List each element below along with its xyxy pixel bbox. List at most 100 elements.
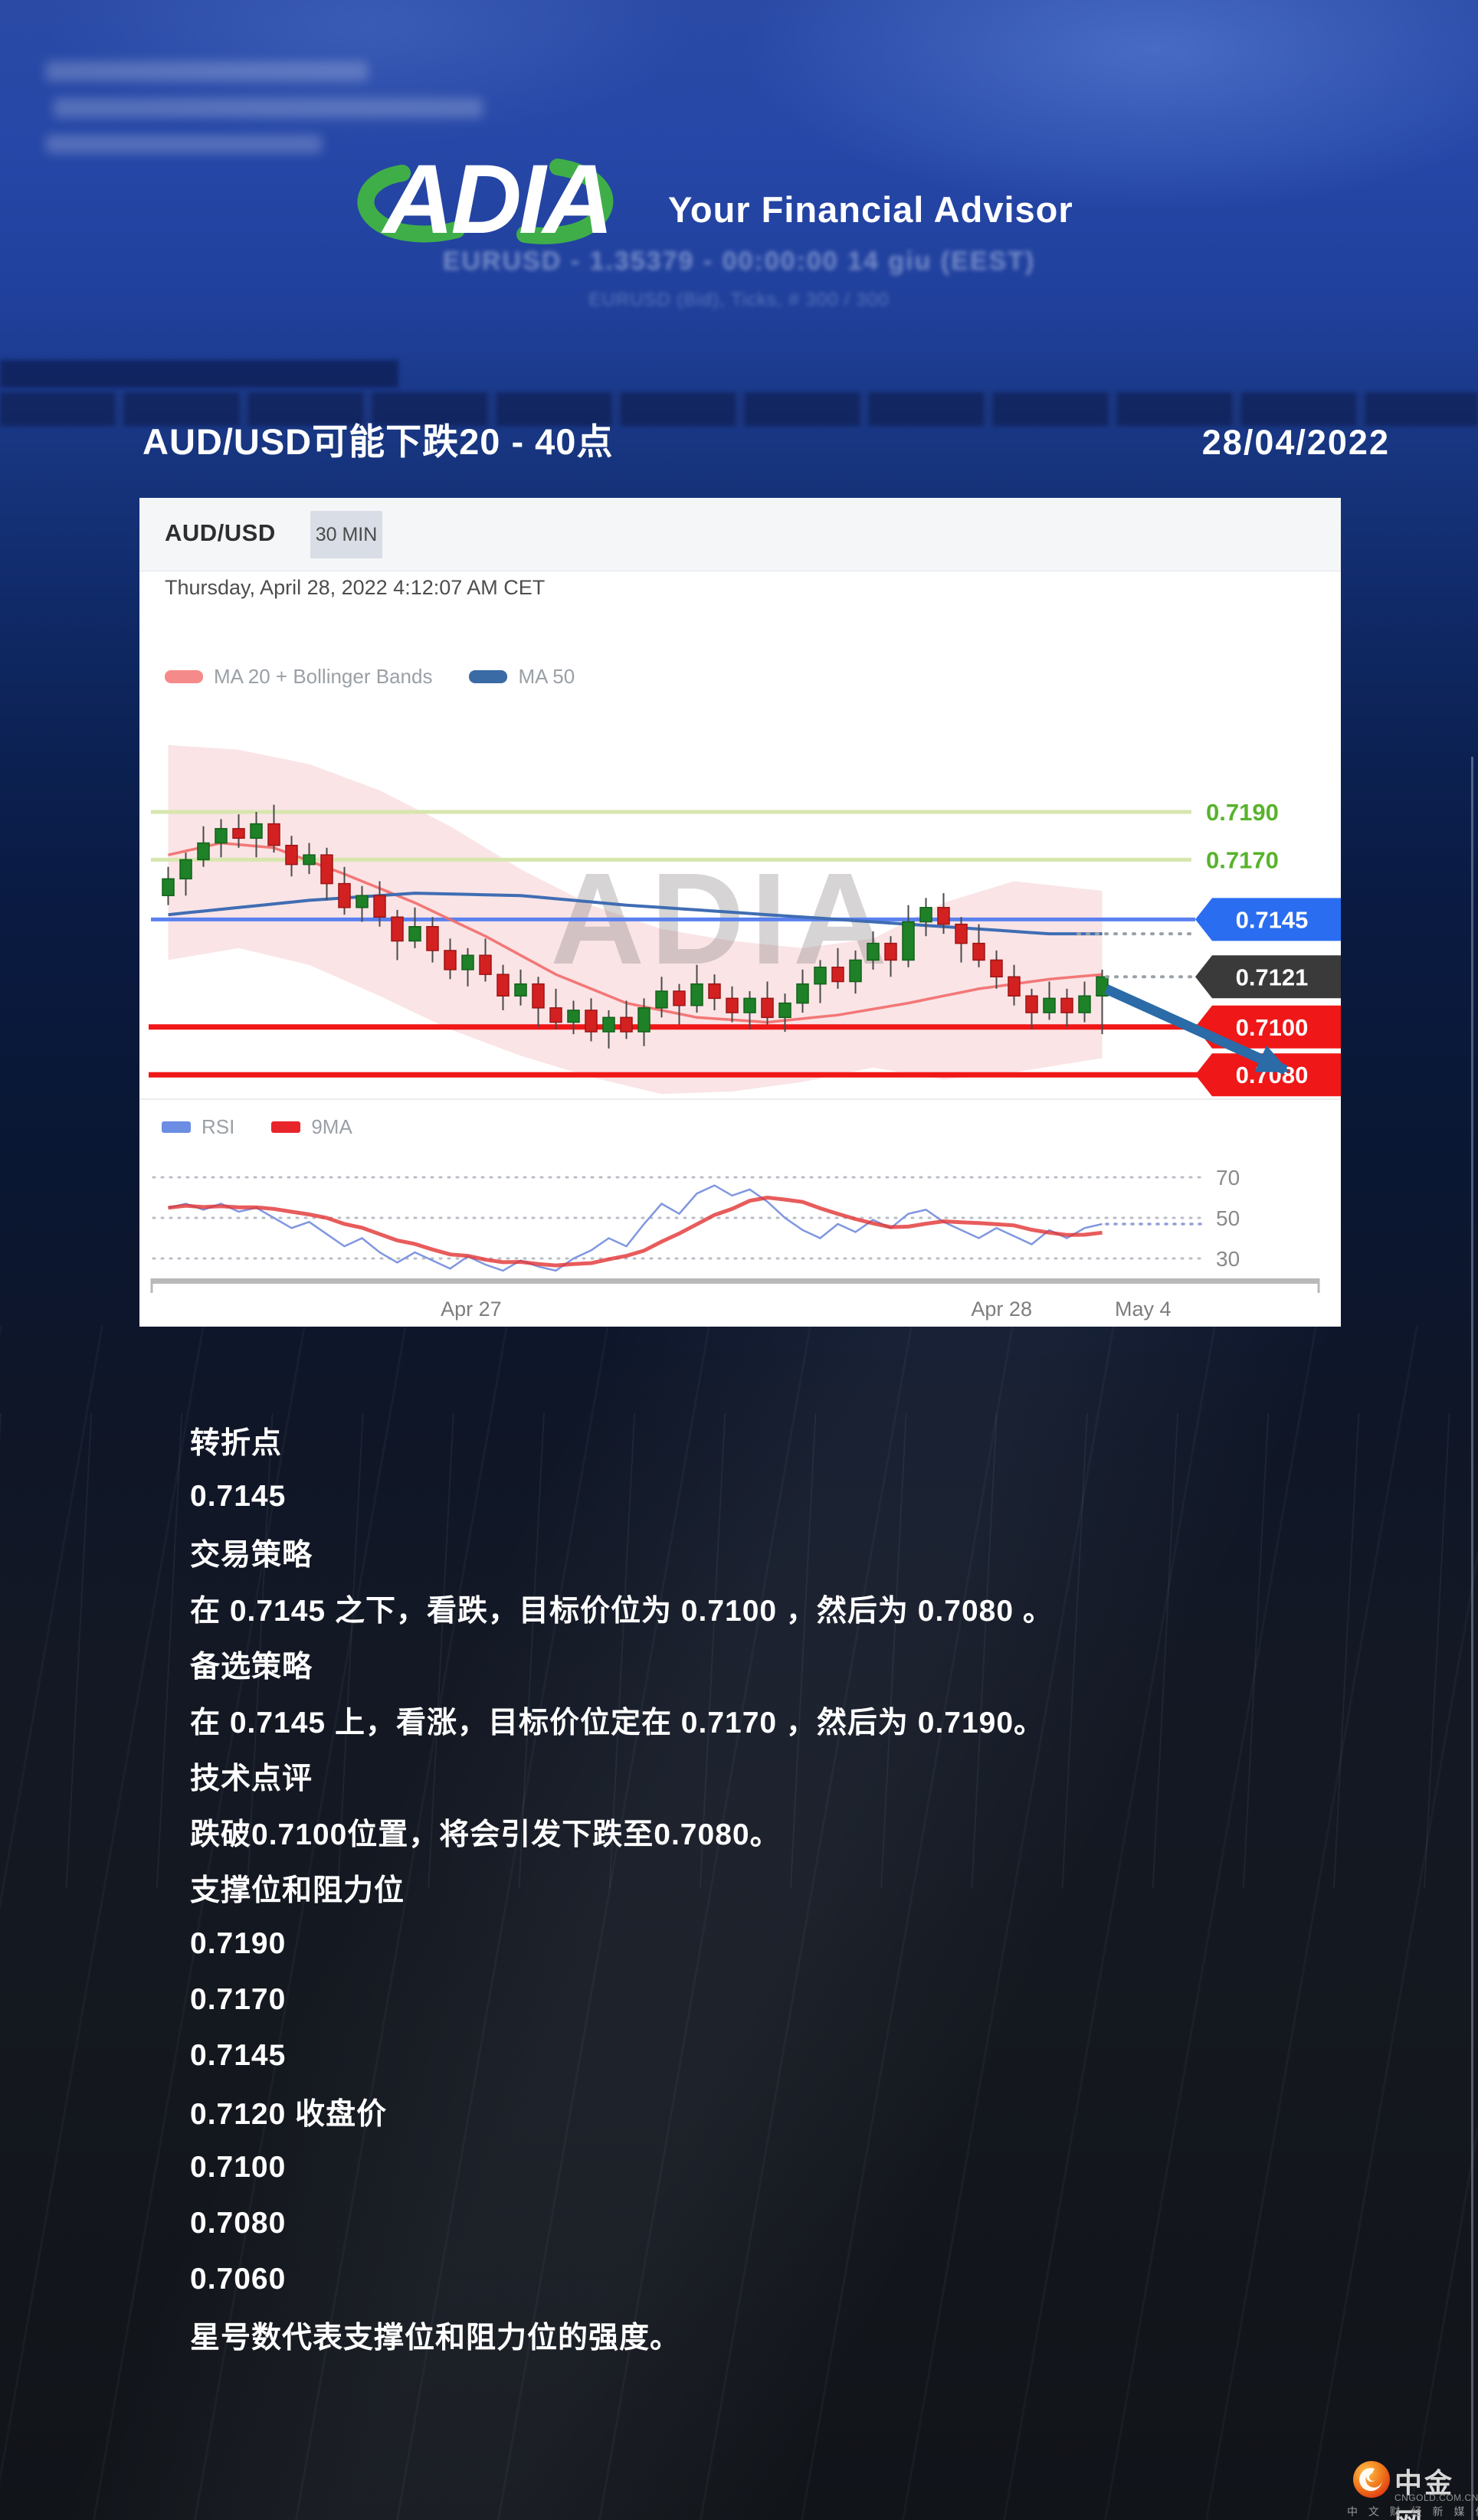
candle-body [1043, 997, 1056, 1013]
candle-body [637, 1007, 651, 1033]
candle-body [250, 823, 263, 839]
logo-swoosh-left [357, 165, 465, 243]
candle-body [867, 942, 880, 961]
legend-swatch [271, 1121, 301, 1133]
candle-body [567, 1010, 580, 1023]
candle-body [673, 990, 686, 1006]
pivot-price-tag-label: 0.7145 [1236, 906, 1309, 933]
adia-logo-icon: ADIA Your Financial Advisor [357, 145, 1073, 254]
last-price-tag [1195, 955, 1341, 999]
timeframe-badge[interactable]: 30 MIN [310, 511, 382, 558]
background-dark-strip [0, 392, 1478, 426]
candle-body [444, 950, 457, 970]
candle-body [549, 1007, 562, 1023]
candle-body [303, 854, 316, 866]
background-blur-row [54, 98, 483, 118]
page-title: AUD/USD可能下跌20 - 40点 [143, 421, 614, 462]
background-blur-row [46, 61, 368, 81]
candle-body [761, 997, 774, 1019]
legend-label: RSI [202, 1115, 235, 1138]
candle-body [461, 954, 474, 970]
analysis-line: 支撑位和阻力位 [190, 1874, 405, 1907]
candle-body [162, 878, 175, 896]
candle-body [356, 895, 369, 908]
analysis-line: 技术点评 [190, 1762, 313, 1795]
site-url: CNGOLD.COM.CN [1394, 2492, 1478, 2503]
main-chart-legend: MA 20 + Bollinger Bands MA 50 [165, 665, 601, 689]
price-chart: ADIA0.71900.71700.71450.71210.71000.7080… [139, 745, 1341, 1321]
candle-body [532, 983, 545, 1009]
background-dark-bar [0, 360, 398, 388]
chart-symbol: AUD/USD [165, 519, 276, 546]
analysis-line: 交易策略 [190, 1538, 313, 1572]
resistance-label: 0.7190 [1206, 799, 1279, 826]
rsi-tick-label: 50 [1216, 1206, 1240, 1230]
candle-body [267, 823, 280, 846]
candle-body [814, 967, 827, 985]
legend-label: 9MA [311, 1115, 352, 1138]
candle-body [902, 921, 915, 961]
background-blur-row [46, 135, 322, 153]
candle-body [197, 842, 210, 861]
candle-body [285, 844, 298, 866]
background-grid [0, 1413, 1478, 1888]
cngold-swirl-icon [1353, 2461, 1390, 2498]
analysis-line: 跌破0.7100位置，将会引发下跌至0.7080。 [190, 1818, 781, 1851]
candle-body [743, 997, 756, 1013]
candle-body [919, 907, 932, 923]
candle-body [708, 983, 721, 1000]
analysis-line: 0.7060 [190, 2262, 287, 2296]
brand-logo: ADIA Your Financial Advisor [329, 136, 1188, 259]
site-name: 中金网 [1394, 2467, 1455, 2520]
candle-body [620, 1016, 633, 1033]
background-ticker-subtext: EURUSD (Bid), Ticks, # 300 / 300 [588, 290, 890, 310]
legend-swatch [469, 670, 508, 683]
x-axis-label: Apr 27 [441, 1298, 502, 1321]
candle-body [726, 997, 739, 1013]
x-axis-bar [151, 1278, 1319, 1284]
analysis-line: 0.7100 [190, 2150, 287, 2184]
candle-body [1060, 997, 1073, 1013]
candle-body [408, 926, 421, 942]
support-price-tag [1195, 1053, 1341, 1097]
analysis-line: 0.7120 收盘价 [190, 2097, 388, 2131]
candle-body [955, 923, 968, 944]
bollinger-band [168, 745, 1103, 1095]
x-axis-label: May 4 [1115, 1298, 1172, 1321]
analysis-line: 0.7145 [190, 2038, 287, 2072]
rsi-tick-label: 70 [1216, 1166, 1240, 1190]
analysis-line: 在 0.7145 之下，看跌，目标价位为 0.7100 ，然后为 0.7080 … [190, 1594, 1054, 1628]
candle-body [426, 926, 439, 951]
analysis-line: 0.7080 [190, 2206, 287, 2240]
candle-body [338, 882, 351, 908]
projection-arrow [1104, 984, 1290, 1075]
candle-body [179, 859, 192, 880]
last-price-tag-label: 0.7121 [1236, 964, 1309, 990]
candle-body [391, 916, 404, 942]
legend-swatch [165, 670, 203, 683]
pivot-price-tag [1195, 898, 1341, 941]
candle-body [373, 895, 386, 918]
analysis-text-block: 转折点 0.7145 交易策略在 0.7145 之下，看跌，目标价位为 0.7100… [190, 1412, 1339, 2363]
legend-label: MA 20 + Bollinger Bands [214, 665, 433, 688]
candle-body [479, 954, 492, 975]
candle-body [232, 828, 245, 839]
logo-text: ADIA [381, 145, 611, 254]
analysis-line: 在 0.7145 上，看涨，目标价位定在 0.7170 ，然后为 0.7190。 [190, 1706, 1045, 1739]
candle-body [849, 959, 862, 983]
candle-body [1008, 976, 1021, 997]
chart-header: AUD/USD 30 MIN [139, 498, 1341, 571]
candle-body [690, 983, 703, 1006]
candle-body [496, 974, 510, 997]
background-stripes [0, 1325, 1478, 2520]
background-ticker-text: EURUSD - 1.35379 - 00:00:00 14 giu (EEST… [442, 247, 1036, 276]
background-edge-line [1471, 757, 1473, 2520]
candle-body [796, 983, 809, 1004]
legend-label: MA 50 [518, 665, 575, 688]
chart-timestamp: Thursday, April 28, 2022 4:12:07 AM CET [165, 576, 546, 599]
support-price-tag-label: 0.7100 [1236, 1014, 1309, 1041]
candle-body [831, 967, 844, 983]
analysis-line: 0.7170 [190, 1982, 287, 2016]
x-axis-label: Apr 28 [971, 1298, 1032, 1321]
